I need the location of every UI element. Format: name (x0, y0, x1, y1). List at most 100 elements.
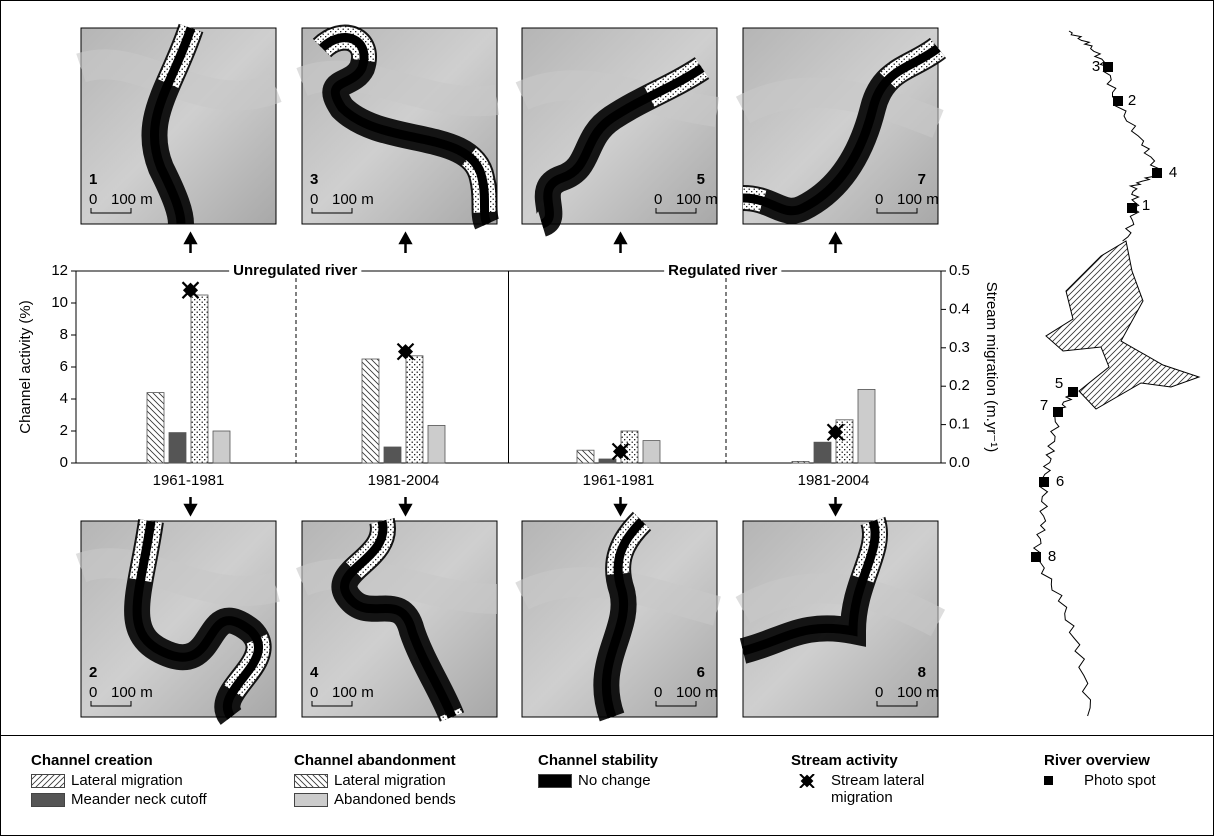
channel (601, 517, 646, 719)
photo-number: 1 (89, 171, 97, 188)
legend-group: River overview Photo spot (1044, 752, 1213, 791)
photo-spot (1039, 477, 1049, 487)
y-tick-label: 6 (60, 358, 68, 375)
arrow (828, 231, 843, 253)
photo: 2 0 100 m (75, 519, 280, 725)
scale-bar (876, 701, 918, 707)
bar (405, 355, 424, 464)
legend-swatch (31, 793, 65, 807)
arrow (613, 231, 628, 253)
y2-tick-label: 0.4 (949, 300, 970, 317)
legend-swatch (294, 793, 328, 807)
scale-bar (655, 208, 697, 214)
stream-marker (396, 342, 415, 361)
legend-entry: Meander neck cutoff (31, 791, 221, 808)
scale-bar (311, 701, 353, 707)
legend-title: Channel creation (31, 752, 153, 769)
arrow (183, 231, 198, 253)
photo-texture (515, 70, 720, 127)
y2-tick-label: 0.5 (949, 262, 970, 279)
scale-bar (876, 208, 918, 214)
y2-axis-title: Stream migration (m.yr⁻¹) (983, 282, 1000, 452)
photo-number: 4 (310, 664, 319, 681)
chart: Channel activity (%) Stream migration (m… (17, 23, 1201, 725)
scale-start: 0 (875, 684, 883, 701)
spot-label: 5 (1055, 375, 1063, 392)
photo-spot (1113, 96, 1123, 106)
legend-swatch (1044, 776, 1053, 785)
legend-swatch (538, 774, 572, 788)
y-axis-title: Channel activity (%) (17, 300, 34, 433)
bar (598, 458, 617, 464)
legend-swatch (799, 774, 815, 788)
scale-label: 100 m (897, 684, 939, 701)
bar (168, 432, 187, 464)
channel (741, 519, 880, 656)
photo: 4 0 100 m (296, 517, 498, 722)
legend-label: Photo spot (1084, 772, 1156, 789)
channel (340, 519, 457, 719)
photo-number: 3 (310, 171, 318, 188)
photo-spot (1068, 387, 1078, 397)
section-label: Regulated river (668, 262, 777, 279)
bar (857, 388, 876, 464)
channel (742, 44, 941, 216)
photo: 1 0 100 m (76, 23, 282, 225)
reservoir (1045, 240, 1201, 410)
legend-entry: Stream lateral migration (791, 772, 956, 806)
photo: 3 0 100 m (296, 24, 500, 230)
scale-start: 0 (654, 684, 662, 701)
photo-number: 5 (697, 171, 705, 188)
spot-label: 4 (1169, 164, 1177, 181)
photo-texture (735, 573, 946, 637)
legend-entry: No change (538, 772, 728, 789)
spot-label: 7 (1040, 397, 1048, 414)
scale-label: 100 m (111, 684, 153, 701)
arrow (183, 497, 198, 517)
legend-label: Stream lateral migration (831, 772, 925, 806)
photo-spot (1152, 168, 1162, 178)
stream-marker (826, 423, 845, 442)
photo-number: 2 (89, 664, 97, 681)
spot-label: 2 (1128, 92, 1136, 109)
scale-bar (655, 701, 697, 707)
legend-label: Lateral migration (71, 772, 183, 789)
x-tick-label: 1981-2004 (798, 472, 870, 489)
photo-spot (1127, 203, 1137, 213)
legend: Channel creation Lateral migration Meander… (1, 735, 1213, 835)
bar (190, 294, 209, 464)
arrow (613, 497, 628, 517)
y-tick-label: 4 (60, 390, 68, 407)
photo-number: 6 (697, 664, 705, 681)
legend-title: Channel abandonment (294, 752, 456, 769)
bar (146, 392, 165, 464)
spot-label: 6 (1056, 473, 1064, 490)
legend-label: No change (578, 772, 651, 789)
photo-spot (1053, 407, 1063, 417)
channel (132, 520, 263, 720)
x-tick-label: 1961-1981 (153, 472, 225, 489)
arrow (828, 497, 843, 517)
legend-entry: Abandoned bends (294, 791, 484, 808)
channel (318, 33, 492, 226)
photo: 5 0 100 m (515, 27, 720, 237)
legend-label: Meander neck cutoff (71, 791, 207, 808)
photo-spot (1031, 552, 1041, 562)
legend-label: Lateral migration (334, 772, 446, 789)
scale-bar (90, 701, 132, 707)
bar (427, 424, 446, 464)
bar (813, 441, 832, 464)
legend-title: River overview (1044, 752, 1150, 769)
legend-title: Channel stability (538, 752, 659, 769)
scale-bar (311, 208, 353, 214)
photo-number: 8 (918, 664, 926, 681)
bar (361, 358, 380, 464)
photo-texture (735, 77, 944, 138)
legend-title: Stream activity (791, 752, 898, 769)
channel (539, 64, 705, 229)
stream-marker (181, 281, 200, 299)
scale-start: 0 (310, 684, 318, 701)
scale-label: 100 m (332, 684, 374, 701)
scale-start: 0 (654, 191, 662, 208)
